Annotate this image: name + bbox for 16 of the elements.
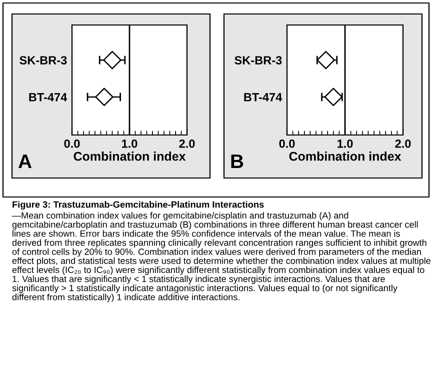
text: A (18, 154, 32, 168)
text: —Mean combination index values for gemcitabine/cisplatin and trastuzumab (A) and gemcitabine/carboplatin and trastuzumab (B) combinations in three different human breast cancer cell lines are shown. Error bars indicate the 95% confidence intervals of the mean value. The mean is derived from three replicates spanning clinically relevant concentration ranges sufficient to inhibit growth of control cells by 20% to 90%. Combination index values were derived from parameters of the median effect plots, and statistical tests were used to determine whether the combination index values at multiple effect levels (IC₂₀ to IC₉₀) were significantly different statistically from combination index values equal to 1. Values that are significantly < 1 statistically indicate synergistic interactions. Values that are significantly > 1 statistically indicate antagonistic interactions. Values equal to (or not significantly different from statistically) 1 indicate additive interactions. (12, 212, 430, 302)
x-axis-title: Combination index (289, 152, 402, 161)
x-tick-label: 1.0 (338, 139, 353, 148)
y-tick-label: BT-474 (29, 93, 68, 102)
x-tick-label: 0.0 (64, 139, 80, 148)
y-tick-label: BT-474 (244, 93, 282, 102)
x-tick-label: 2.0 (395, 139, 411, 148)
x-axis-title: Combination index (74, 152, 186, 161)
x-tick-label: 2.0 (179, 139, 195, 148)
y-tick-label: SK-BR-3 (20, 56, 67, 64)
y-tick-label: SK-BR-3 (234, 56, 282, 64)
x-tick-label: 1.0 (122, 139, 138, 148)
text: B (231, 154, 244, 168)
text: Figure 3: Trastuzumab-Gemcitabine-Platinum Interactions (12, 201, 264, 210)
x-tick-label: 0.0 (279, 139, 295, 148)
